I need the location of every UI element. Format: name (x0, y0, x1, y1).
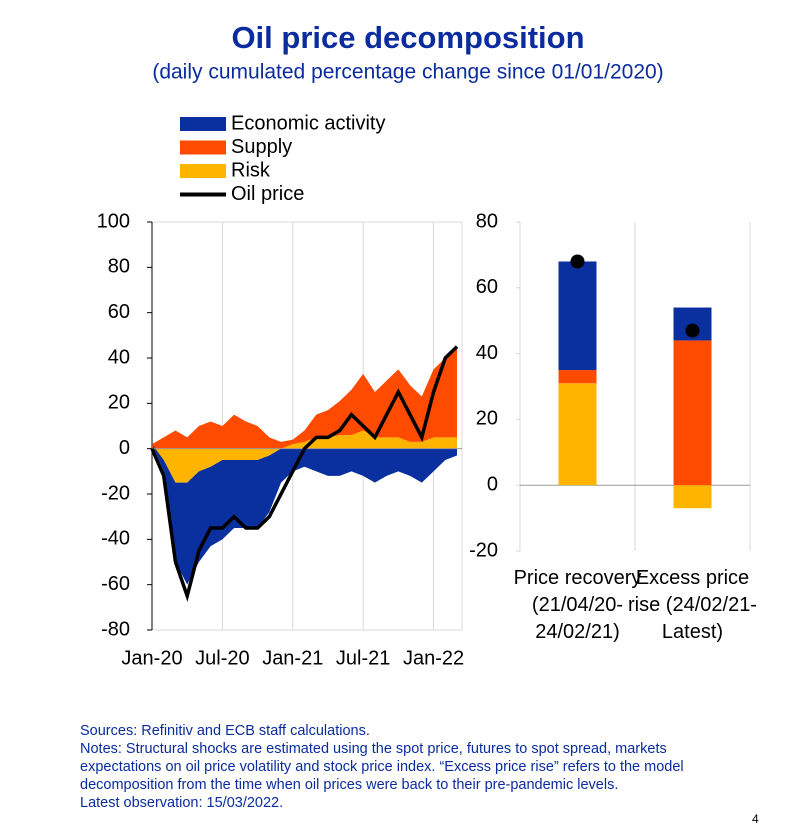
bar (673, 485, 712, 509)
legend-label: Supply (231, 136, 292, 158)
x-tick-label: Jul-21 (336, 647, 390, 669)
sources: Sources: Refinitiv and ECB staff calcula… (80, 723, 370, 739)
y-tick-label: 40 (108, 346, 130, 368)
y-tick-label: 80 (108, 256, 130, 278)
footer: Sources: Refinitiv and ECB staff calcula… (80, 722, 750, 812)
latest: Latest observation: 15/03/2022. (80, 795, 284, 811)
line (150, 345, 459, 603)
legend-label: Economic activity (231, 112, 386, 134)
y-tick-label: 20 (476, 408, 498, 430)
x-tick-label: Jan-20 (121, 647, 182, 669)
y-tick-label: 0 (487, 473, 498, 495)
bar (673, 340, 712, 486)
chart-subtitle: (daily cumulated percentage change since… (152, 61, 663, 84)
y-tick-label: 100 (97, 210, 130, 232)
legend-swatch (180, 117, 226, 131)
x-tick-label: Jul-20 (195, 647, 249, 669)
x-tick-label: Price recovery (21/04/20-24/02/21) (513, 567, 642, 643)
y-tick-label: 0 (119, 437, 130, 459)
y-tick-label: 60 (476, 276, 498, 298)
area (152, 430, 457, 483)
y-tick-label: -60 (101, 573, 130, 595)
notes: Notes: Structural shocks are estimated u… (80, 741, 684, 793)
y-tick-label: -80 (101, 618, 130, 640)
x-tick-label: Jan-22 (403, 647, 464, 669)
bar (558, 383, 597, 486)
bar (558, 370, 597, 384)
dot (570, 254, 585, 269)
legend-label: Oil price (231, 183, 304, 205)
area (152, 444, 457, 585)
legend-swatch (180, 164, 226, 178)
bar (558, 261, 597, 371)
x-tick-label: Jan-21 (262, 647, 323, 669)
y-tick-label: 20 (108, 392, 130, 414)
y-tick-label: 60 (108, 301, 130, 323)
x-tick-label: Excess price rise (24/02/21-Latest) (628, 567, 757, 643)
y-tick-label: 80 (476, 210, 498, 232)
y-tick-label: 40 (476, 342, 498, 364)
legend-label: Risk (231, 159, 271, 181)
area (152, 346, 457, 449)
y-tick-label: -40 (101, 528, 130, 550)
chart-title: Oil price decomposition (231, 20, 584, 55)
legend-swatch (180, 140, 226, 155)
y-tick-label: -20 (469, 539, 498, 561)
page-number: 4 (752, 812, 759, 826)
y-tick-label: -20 (101, 482, 130, 504)
dot (685, 323, 700, 338)
